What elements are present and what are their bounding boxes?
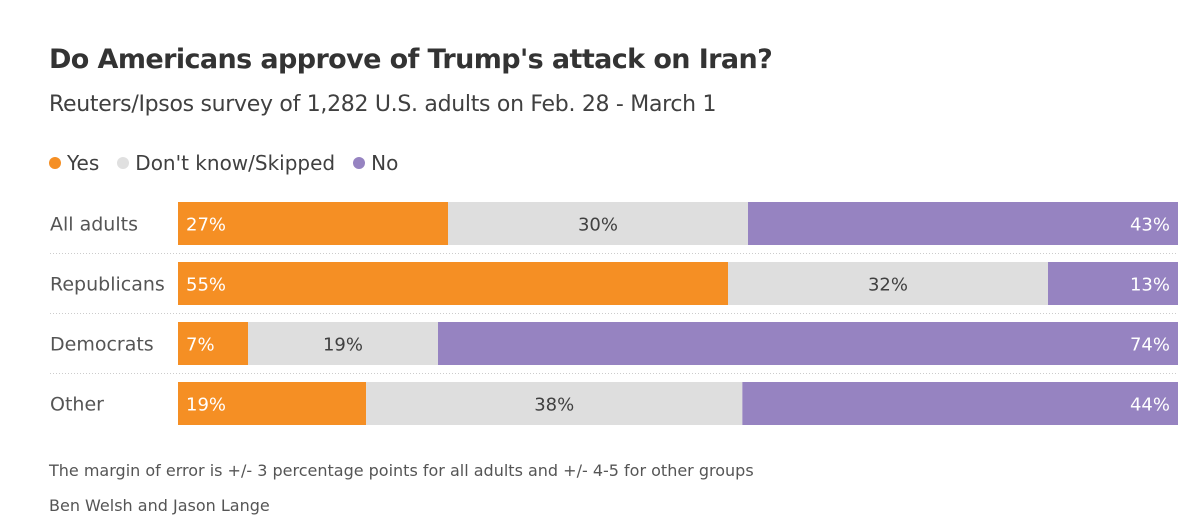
legend-label: Yes — [67, 151, 100, 175]
byline: Ben Welsh and Jason Lange — [49, 496, 270, 515]
data-label: 32% — [868, 275, 908, 296]
bar-segment — [248, 322, 438, 365]
data-label: 13% — [1130, 275, 1170, 296]
data-label: 7% — [186, 335, 215, 356]
bar-segment — [728, 262, 1048, 305]
legend-label: No — [371, 151, 399, 175]
data-label: 74% — [1130, 335, 1170, 356]
bar-segment — [1048, 262, 1178, 305]
data-label: 27% — [186, 215, 226, 236]
data-label: 38% — [534, 395, 574, 416]
stacked-bar-chart: All adults 27% 30% 43% Republicans 55% 32% 13% D… — [50, 202, 1178, 425]
legend-label: Don't know/Skipped — [135, 151, 336, 175]
legend: Yes Don't know/Skipped No — [49, 151, 398, 175]
data-label: 44% — [1130, 395, 1170, 416]
bar-segment — [178, 202, 448, 245]
bar-segment — [748, 202, 1178, 245]
bar-segment — [438, 322, 1178, 365]
chart-subtitle: Reuters/Ipsos survey of 1,282 U.S. adult… — [49, 92, 717, 117]
legend-item: Don't know/Skipped — [117, 151, 335, 175]
legend-swatch — [49, 157, 61, 169]
bar-segment — [178, 382, 367, 425]
data-label: 43% — [1130, 215, 1170, 236]
bar-segment — [448, 202, 748, 245]
category-label: Other — [50, 394, 104, 416]
legend-item: Yes — [49, 151, 99, 175]
category-label: Republicans — [50, 274, 165, 296]
legend-item: No — [353, 151, 398, 175]
legend-swatch — [353, 157, 366, 169]
legend-swatch — [117, 157, 130, 169]
footnote: The margin of error is +/- 3 percentage … — [49, 461, 754, 480]
bar-segment — [366, 382, 743, 425]
category-label: Democrats — [50, 334, 154, 356]
data-label: 55% — [186, 275, 226, 296]
data-label: 30% — [578, 215, 618, 236]
bar-segment — [178, 262, 728, 305]
data-label: 19% — [186, 395, 226, 416]
bar-segment — [178, 322, 248, 365]
category-label: All adults — [50, 214, 138, 236]
bar-segment — [742, 382, 1178, 425]
chart-title: Do Americans approve of Trump's attack o… — [49, 44, 773, 75]
data-label: 19% — [323, 335, 363, 356]
